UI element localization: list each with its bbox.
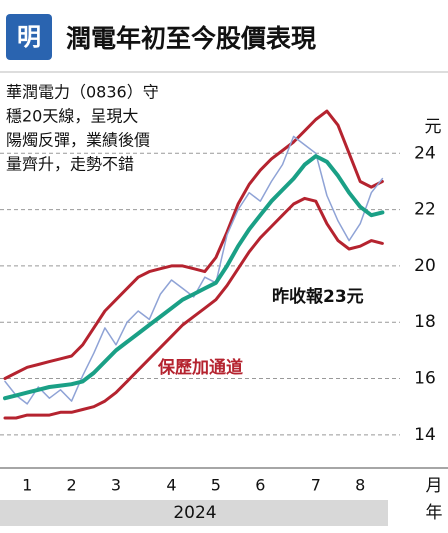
- note-line: 穩20天線，呈現大: [6, 107, 138, 126]
- x-tick-label: 1: [22, 476, 32, 495]
- year-label: 2024: [173, 503, 216, 523]
- x-tick-label: 2: [67, 476, 77, 495]
- y-tick-label: 14: [414, 425, 436, 445]
- y-tick-label: 16: [414, 369, 436, 389]
- logo: 明: [17, 23, 41, 51]
- x-tick-label: 4: [166, 476, 176, 495]
- note-line: 陽燭反彈，業績後價: [6, 131, 150, 150]
- x-tick-label: 7: [311, 476, 321, 495]
- x-tick-label: 6: [255, 476, 265, 495]
- annotation: 保歷加通道: [157, 357, 243, 378]
- annotation: 昨收報23元: [272, 286, 364, 307]
- y-unit: 元: [425, 117, 442, 137]
- y-tick-label: 20: [414, 256, 436, 276]
- series-line: [3, 154, 385, 401]
- y-tick-label: 22: [414, 200, 436, 220]
- x-tick-label: 3: [111, 476, 121, 495]
- chart-title: 潤電年初至今股價表現: [66, 24, 316, 53]
- series-line: [3, 196, 384, 420]
- y-tick-label: 18: [414, 312, 436, 332]
- labels: 14 16 18 20 22 24 1 2 3 4 5 6 7 8 華潤電力（0836）守穩20天線，呈現大…: [6, 83, 436, 495]
- y-tick-label: 24: [414, 143, 436, 163]
- year-bar: [0, 500, 388, 526]
- logo-box: [6, 14, 52, 60]
- series-line: [3, 109, 384, 380]
- x-tick-label: 5: [211, 476, 221, 495]
- series-line: [4, 135, 384, 405]
- grid: [0, 152, 400, 436]
- plot: [3, 109, 385, 420]
- note-line: 量齊升，走勢不錯: [6, 155, 134, 174]
- x-unit: 月: [426, 476, 443, 496]
- x-tick-label: 8: [355, 476, 365, 495]
- year-unit: 年: [426, 503, 443, 523]
- note-line: 華潤電力（0836）守: [6, 83, 159, 102]
